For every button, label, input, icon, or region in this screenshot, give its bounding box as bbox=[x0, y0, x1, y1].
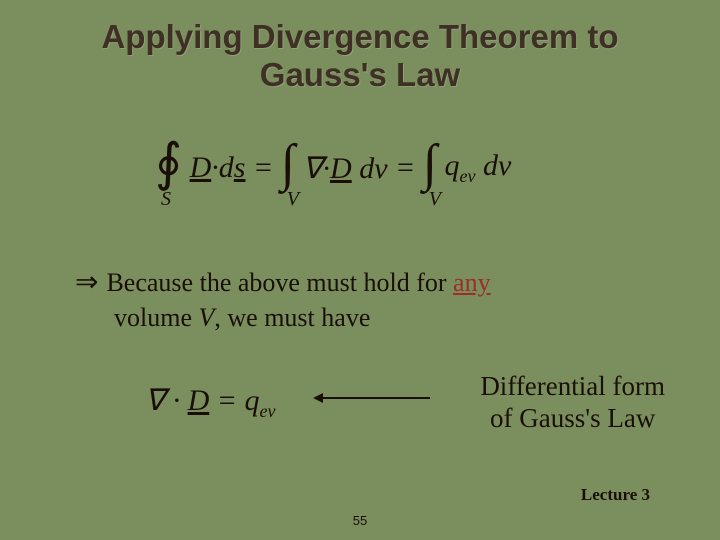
eq2-nabla: ∇ bbox=[145, 384, 165, 417]
annotation-arrow bbox=[315, 397, 430, 399]
lecture-label: Lecture 3 bbox=[581, 485, 650, 505]
eq1-term1: D·ds bbox=[190, 151, 246, 185]
int2-limit: V bbox=[429, 188, 441, 211]
slide-title: Applying Divergence Theorem to Gauss's L… bbox=[0, 0, 720, 94]
oint-symbol: ∮ S bbox=[155, 148, 182, 188]
eq2-dot: · bbox=[165, 384, 188, 417]
eq1-term3: qev dv bbox=[445, 149, 512, 187]
page-number: 55 bbox=[0, 513, 720, 528]
bullet-any: any bbox=[453, 268, 491, 297]
eq1-D2: D bbox=[330, 152, 352, 185]
implies-arrow: ⇒ bbox=[75, 267, 98, 298]
eq1-dot2: · bbox=[323, 152, 331, 185]
eq2-equals: = bbox=[209, 384, 244, 417]
eq1-dv1: dv bbox=[352, 152, 388, 185]
bullet-V: V bbox=[199, 303, 215, 332]
eq1-equals1: = bbox=[253, 151, 273, 185]
equation-integral: ∮ S D·ds = ∫ V ∇·D dv = ∫ V qev dv bbox=[155, 148, 511, 188]
eq1-nabla: ∇ bbox=[302, 152, 322, 185]
annotation-label: Differential form of Gauss's Law bbox=[480, 370, 665, 435]
eq1-d: d bbox=[219, 151, 234, 184]
title-line1: Applying Divergence Theorem to bbox=[101, 18, 618, 55]
oint-limit: S bbox=[161, 188, 171, 211]
equation-differential: ∇ · D = qev bbox=[145, 383, 275, 422]
title-line2: Gauss's Law bbox=[260, 56, 460, 93]
eq1-q: q bbox=[445, 149, 460, 182]
annot-line2: of Gauss's Law bbox=[490, 403, 655, 433]
bullet-text: ⇒ Because the above must hold for any vol… bbox=[75, 265, 660, 335]
int1-limit: V bbox=[287, 188, 299, 211]
eq1-equals2: = bbox=[395, 151, 415, 185]
eq1-s: s bbox=[234, 151, 246, 184]
eq2-sub: ev bbox=[260, 401, 276, 421]
eq1-term2: ∇·D dv bbox=[302, 151, 387, 186]
annot-line1: Differential form bbox=[480, 371, 665, 401]
bullet-t1: Because the above must hold for bbox=[106, 268, 453, 297]
bullet-t2: volume bbox=[108, 303, 199, 332]
int2-symbol: ∫ V bbox=[423, 148, 437, 188]
eq1-dot1: · bbox=[211, 151, 219, 184]
eq2-q: q bbox=[245, 384, 260, 417]
eq1-D: D bbox=[190, 151, 212, 184]
bullet-t3: , we must have bbox=[214, 303, 370, 332]
eq1-dv2: dv bbox=[476, 149, 512, 182]
eq2-D: D bbox=[188, 384, 210, 417]
int1-symbol: ∫ V bbox=[281, 148, 295, 188]
eq1-qsub: ev bbox=[460, 166, 476, 186]
